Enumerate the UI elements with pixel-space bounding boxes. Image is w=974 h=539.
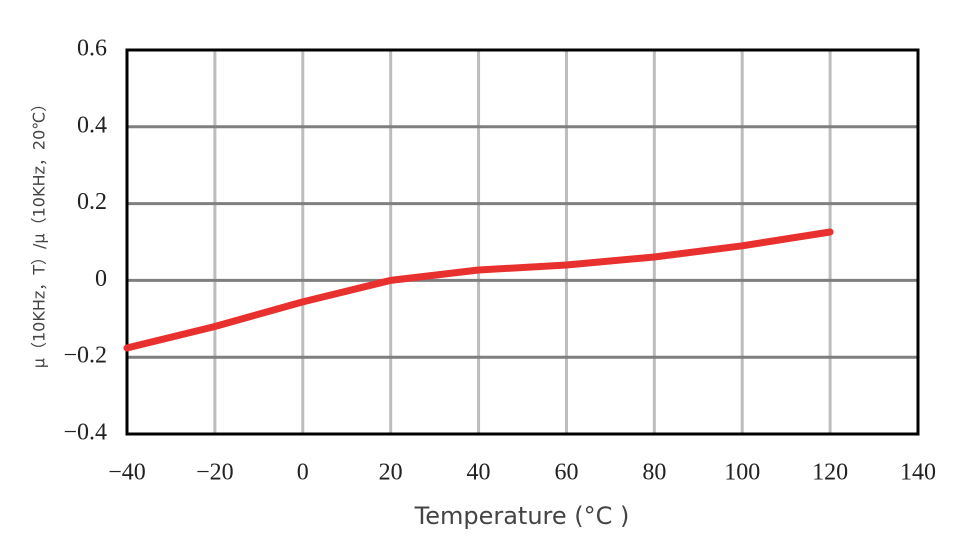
x-tick-label: 140 [900,460,936,486]
x-tick-label: −20 [196,460,234,486]
y-tick-label: −0.4 [63,420,107,446]
x-tick-label: −40 [108,460,146,486]
y-tick-label: 0.4 [77,112,107,138]
x-tick-label: 80 [642,460,666,486]
plot-border [125,48,920,436]
line [123,228,834,352]
x-tick-label: 0 [297,460,309,486]
y-tick-label: 0.6 [77,36,107,62]
x-tick-label: 100 [724,460,760,486]
y-axis-label: μ（10KHz，T）/μ（10KHz，20℃） [30,96,49,368]
y-tick-label: 0 [95,266,107,292]
x-tick-label: 20 [379,460,403,486]
x-axis-label: Temperature (°C ) [414,502,630,530]
x-tick-label: 60 [554,460,578,486]
x-tick-label: 40 [467,460,491,486]
x-tick-label: 120 [812,460,848,486]
y-tick-label: 0.2 [77,189,107,215]
y-tick-label: −0.2 [63,343,107,369]
